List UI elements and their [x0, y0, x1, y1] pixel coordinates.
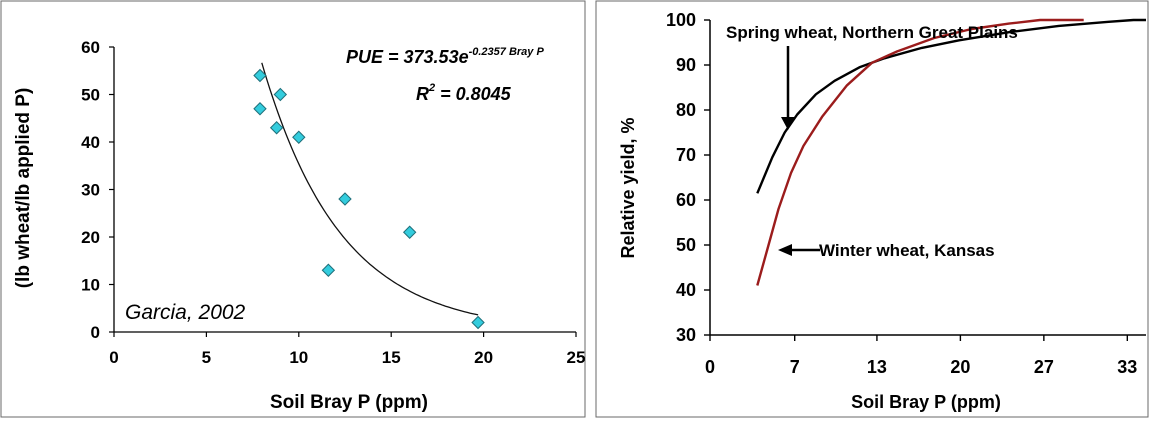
left-x-tick-label: 15 — [382, 348, 401, 367]
right-y-tick-label: 90 — [676, 55, 696, 75]
right-x-axis-label: Soil Bray P (ppm) — [851, 392, 1001, 412]
left-x-tick-label: 20 — [474, 348, 493, 367]
winter-wheat-line — [756, 18, 1084, 286]
r-squared-exponent: 2 — [428, 82, 435, 94]
right-y-axis-label: Relative yield, % — [618, 117, 638, 258]
left-y-tick-label: 20 — [81, 228, 100, 247]
fit-curve — [261, 62, 479, 316]
right-x-tick-label: 13 — [867, 357, 887, 377]
data-point — [471, 315, 485, 330]
right-panel-frame — [595, 0, 1149, 418]
equation-main: PUE = 373.53e — [346, 47, 469, 67]
right-y-tick-label: 50 — [676, 235, 696, 255]
right-y-tick-label: 100 — [666, 10, 696, 30]
r-squared-symbol: R — [416, 84, 429, 104]
data-point — [292, 130, 306, 144]
left-x-tick-label: 25 — [567, 348, 586, 367]
right-y-tick-label: 60 — [676, 190, 696, 210]
left-y-tick-label: 10 — [81, 276, 100, 295]
data-point — [253, 102, 267, 116]
data-point — [269, 121, 284, 135]
left-panel-frame — [0, 0, 586, 418]
left-y-tick-label: 0 — [91, 323, 100, 342]
left-x-tick-label: 5 — [202, 348, 211, 367]
left-y-axis-label: (lb wheat/lb applied P) — [13, 88, 34, 289]
spring-wheat-label: Spring wheat, Northern Great Plains — [726, 23, 1018, 42]
winter-wheat-arrow-head — [778, 244, 792, 256]
equation-exponent: -0.2357 Bray P — [469, 46, 545, 58]
right-y-tick-label: 30 — [676, 325, 696, 345]
data-point — [253, 68, 267, 83]
right-y-tick-label: 40 — [676, 280, 696, 300]
right-x-tick-label: 27 — [1034, 357, 1054, 377]
right-y-tick-label: 70 — [676, 145, 696, 165]
r-squared-text: R2 = 0.8045 — [416, 82, 512, 104]
data-point — [273, 87, 288, 102]
winter-wheat-label: Winter wheat, Kansas — [819, 241, 995, 260]
right-x-tick-label: 0 — [705, 357, 715, 377]
right-x-tick-label: 33 — [1117, 357, 1137, 377]
spring-wheat-arrow-head — [781, 117, 795, 130]
left-x-tick-label: 10 — [289, 348, 308, 367]
left-y-tick-label: 50 — [81, 86, 100, 105]
left-chart: 0 10 20 30 40 50 60 0 5 10 15 20 25 (lb wheat/lb ap… — [13, 38, 585, 413]
r-squared-value: = 0.8045 — [435, 84, 512, 104]
data-point — [338, 192, 352, 206]
left-x-tick-label: 0 — [109, 348, 118, 367]
data-point — [402, 225, 417, 239]
data-point — [321, 263, 336, 277]
left-y-tick-label: 40 — [81, 133, 100, 152]
left-y-tick-label: 60 — [81, 38, 100, 57]
source-note: Garcia, 2002 — [125, 301, 246, 324]
left-y-tick-label: 30 — [81, 181, 100, 200]
right-x-tick-label: 20 — [950, 357, 970, 377]
right-chart: 30 40 50 60 70 80 90 100 0 7 13 20 27 33 Relative yi… — [618, 10, 1146, 412]
left-x-axis-label: Soil Bray P (ppm) — [270, 392, 428, 413]
right-x-tick-label: 7 — [790, 357, 800, 377]
right-y-tick-label: 80 — [676, 100, 696, 120]
equation-text: PUE = 373.53e-0.2357 Bray P — [346, 46, 544, 67]
